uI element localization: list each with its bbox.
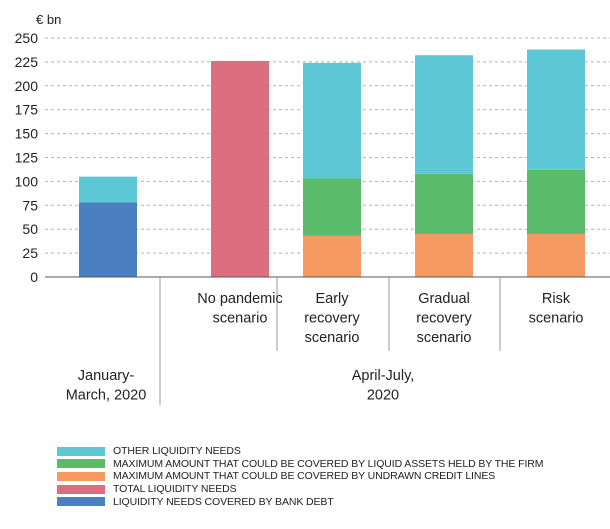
bar-segment — [303, 62, 361, 179]
group-label: 2020 — [367, 388, 399, 404]
group-label: January- — [78, 368, 135, 384]
legend: OTHER LIQUIDITY NEEDS MAXIMUM AMOUNT THAT… — [57, 445, 610, 508]
y-tick-label: 50 — [22, 221, 38, 237]
y-tick-label: 250 — [15, 30, 39, 46]
y-tick-label: 150 — [15, 126, 39, 142]
category-label: Gradual — [418, 291, 470, 307]
legend-label: LIQUIDITY NEEDS COVERED BY BANK DEBT — [113, 495, 334, 508]
category-label: No pandemic — [197, 291, 282, 307]
category-label: recovery — [416, 311, 472, 327]
legend-item: OTHER LIQUIDITY NEEDS — [57, 445, 610, 458]
bar-segment — [79, 176, 137, 203]
category-label: recovery — [304, 311, 360, 327]
y-tick-label: 125 — [15, 150, 39, 166]
category-label: scenario — [305, 330, 360, 346]
legend-label: OTHER LIQUIDITY NEEDS — [113, 445, 241, 458]
legend-swatch — [57, 497, 105, 507]
legend-label: MAXIMUM AMOUNT THAT COULD BE COVERED BY … — [113, 470, 496, 483]
legend-label: MAXIMUM AMOUNT THAT COULD BE COVERED BY … — [113, 457, 544, 470]
bar-segment — [211, 60, 269, 277]
category-label: scenario — [213, 311, 268, 327]
bar-segment — [415, 173, 473, 234]
bar-segment — [415, 233, 473, 277]
y-tick-label: 175 — [15, 102, 39, 118]
bar-segment — [79, 202, 137, 277]
bar-segment — [527, 233, 585, 277]
bars — [79, 49, 585, 277]
y-tick-label: 100 — [15, 173, 39, 189]
legend-item: MAXIMUM AMOUNT THAT COULD BE COVERED BY … — [57, 470, 610, 483]
y-tick-label: 225 — [15, 54, 39, 70]
axes — [45, 276, 610, 405]
category-label: Risk — [542, 291, 571, 307]
y-axis-unit-label: € bn — [36, 12, 61, 27]
bar-segment — [415, 55, 473, 174]
legend-item: MAXIMUM AMOUNT THAT COULD BE COVERED BY … — [57, 458, 610, 471]
legend-swatch — [57, 446, 105, 456]
bar-segment — [303, 235, 361, 277]
y-tick-label: 0 — [30, 269, 38, 285]
legend-item: TOTAL LIQUIDITY NEEDS — [57, 483, 610, 496]
category-label: scenario — [417, 330, 472, 346]
legend-swatch — [57, 484, 105, 494]
legend-swatch — [57, 459, 105, 469]
y-tick-label: 25 — [22, 245, 38, 261]
bar-segment — [303, 178, 361, 236]
category-label: Early — [315, 291, 349, 307]
group-label: March, 2020 — [66, 388, 147, 404]
bar-segment — [527, 169, 585, 234]
legend-item: LIQUIDITY NEEDS COVERED BY BANK DEBT — [57, 495, 610, 508]
category-label: scenario — [529, 311, 584, 327]
group-label: April-July, — [352, 368, 415, 384]
y-tick-label: 200 — [15, 78, 39, 94]
legend-label: TOTAL LIQUIDITY NEEDS — [113, 483, 237, 496]
bar-segment — [527, 49, 585, 170]
legend-swatch — [57, 471, 105, 481]
y-tick-label: 75 — [22, 197, 38, 213]
